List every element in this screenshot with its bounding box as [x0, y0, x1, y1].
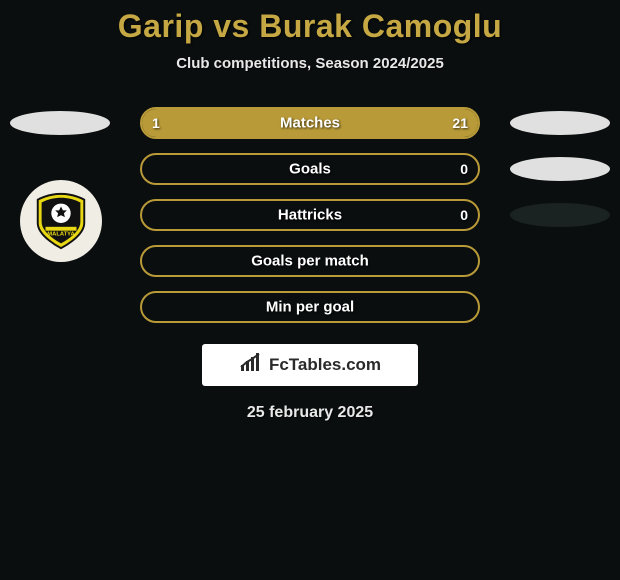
stat-label: Goals	[142, 161, 478, 178]
stat-row: Matches121	[0, 100, 620, 146]
brand-text: FcTables.com	[269, 355, 381, 375]
stat-bar: Hattricks0	[140, 199, 480, 231]
stat-label: Goals per match	[142, 253, 478, 270]
stat-bar: Goals per match	[140, 245, 480, 277]
stat-value-right: 21	[452, 115, 468, 131]
brand-badge[interactable]: FcTables.com	[202, 344, 418, 386]
stat-row: Goals0	[0, 146, 620, 192]
stat-fill-right	[159, 109, 478, 137]
stat-bar: Goals0	[140, 153, 480, 185]
chart-icon	[239, 353, 263, 378]
stat-bar: Min per goal	[140, 291, 480, 323]
date-label: 25 february 2025	[0, 404, 620, 422]
player-right-marker	[510, 157, 610, 181]
stat-value-right: 0	[460, 207, 468, 223]
player-right-marker	[510, 203, 610, 227]
stat-value-left: 1	[152, 115, 160, 131]
stat-value-right: 0	[460, 161, 468, 177]
player-left-marker	[10, 111, 110, 135]
stat-label: Hattricks	[142, 207, 478, 224]
club-badge-left: MALATYA	[20, 180, 102, 262]
player-right-marker	[510, 111, 610, 135]
svg-text:MALATYA: MALATYA	[47, 232, 75, 238]
page-title: Garip vs Burak Camoglu	[0, 8, 620, 45]
subtitle: Club competitions, Season 2024/2025	[0, 55, 620, 72]
stat-label: Min per goal	[142, 299, 478, 316]
stat-bar: Matches121	[140, 107, 480, 139]
malatya-crest-icon: MALATYA	[30, 190, 92, 252]
stat-row: Min per goal	[0, 284, 620, 330]
